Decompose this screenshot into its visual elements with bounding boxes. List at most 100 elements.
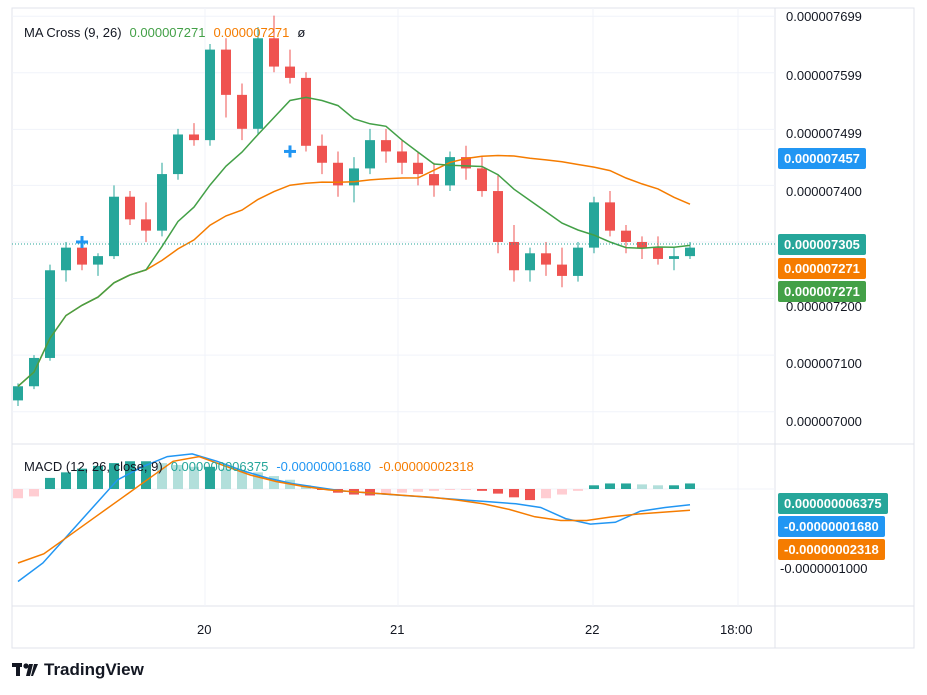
macd-hist-bar — [93, 465, 103, 489]
macd-hist-bar — [397, 489, 407, 493]
macd-histogram — [13, 461, 695, 501]
macd-legend: MACD (12, 26, close, 9) 0.000000006375 -… — [24, 459, 474, 474]
macd-hist-bar — [573, 489, 583, 491]
candle-body — [317, 145, 327, 163]
price-label: 0.000007100 — [786, 356, 862, 371]
candle-body — [589, 202, 599, 248]
macd-signal-value: -0.00000002318 — [379, 459, 474, 474]
macd-hist-bar — [13, 489, 23, 499]
macd-hist-bar — [29, 489, 39, 497]
macd-hist-bar — [509, 489, 519, 498]
macd-hist-bar — [77, 468, 87, 489]
ma-cross-legend-name: MA Cross (9, 26) — [24, 25, 122, 40]
candle-body — [621, 230, 631, 242]
tradingview-brand[interactable]: TradingView — [12, 660, 144, 680]
tradingview-logo-icon — [12, 663, 38, 677]
candle-body — [541, 253, 551, 265]
price-label: 0.000007499 — [786, 126, 862, 141]
macd-hist-bar — [109, 463, 119, 489]
candle-body — [269, 38, 279, 67]
candle-body — [525, 253, 535, 271]
macd-axis-label: -0.0000001000 — [780, 561, 868, 576]
macd-hist-bar — [461, 489, 471, 490]
ma-slow-price-tag: 0.000007271 — [778, 258, 866, 279]
candle-body — [77, 247, 87, 265]
macd-hist-bar — [45, 477, 55, 489]
macd-hist-bar — [237, 470, 247, 489]
ma-slow-value: 0.000007271 — [213, 25, 290, 40]
candle-body — [61, 247, 71, 271]
macd-hist-bar — [253, 472, 263, 489]
candle-body — [653, 247, 663, 259]
ma-cross-legend: MA Cross (9, 26) 0.000007271 0.000007271… — [24, 25, 305, 40]
candle-body — [125, 196, 135, 220]
candle-body — [573, 247, 583, 276]
candle-body — [237, 94, 247, 129]
candle-body — [157, 174, 167, 231]
ma-hidden-symbol[interactable]: ø — [297, 25, 306, 40]
candle-body — [349, 168, 359, 186]
candle-body — [493, 191, 503, 242]
price-label: 0.000007400 — [786, 184, 862, 199]
macd-hist-bar — [653, 485, 663, 489]
candle-body — [141, 219, 151, 231]
macd-hist-bar — [541, 489, 551, 499]
macd-hist-bar — [429, 489, 439, 491]
brand-name: TradingView — [44, 660, 144, 679]
macd-hist-bar — [141, 461, 151, 489]
candle-body — [429, 174, 439, 186]
macd-hist-bar — [413, 489, 423, 492]
ma-fast-value: 0.000007271 — [129, 25, 206, 40]
macd-hist-bar — [669, 485, 679, 489]
candle-body — [253, 38, 263, 129]
macd-hist-bar — [557, 489, 567, 495]
price-label: 0.000007699 — [786, 9, 862, 24]
candle-body — [173, 134, 183, 175]
macd-hist-tag: 0.000000006375 — [778, 493, 888, 514]
macd-hist-bar — [493, 489, 503, 494]
candle-body — [13, 386, 23, 401]
macd-hist-bar — [477, 489, 487, 491]
macd-hist-bar — [157, 463, 167, 489]
ma-fast-line — [17, 96, 691, 387]
candle-body — [397, 151, 407, 163]
macd-hist-bar — [525, 489, 535, 501]
macd-hist-bar — [61, 472, 71, 489]
macd-hist-bar — [269, 476, 279, 489]
price-label: 0.000007599 — [786, 68, 862, 83]
price-label: 0.000007200 — [786, 299, 862, 314]
last-price-tag: 0.000007305 — [778, 234, 866, 255]
macd-line-tag: -0.00000001680 — [778, 516, 885, 537]
candle-body — [637, 241, 647, 248]
macd-hist-bar — [621, 483, 631, 489]
ma-lines-group — [17, 96, 691, 387]
macd-hist-bar — [637, 484, 647, 489]
macd-hist-bar — [381, 489, 391, 495]
price-label: 0.000007000 — [786, 414, 862, 429]
macd-hist-bar — [221, 468, 231, 489]
candle-body — [477, 168, 487, 192]
candle-body — [509, 241, 519, 271]
candle-body — [381, 140, 391, 152]
time-label: 22 — [585, 622, 600, 637]
candle-body — [189, 134, 199, 141]
candle-body — [205, 49, 215, 141]
time-label: 18:00 — [720, 622, 753, 637]
ma-fast-price-tag: 0.000007271 — [778, 281, 866, 302]
macd-hist-bar — [589, 485, 599, 489]
candle-body — [413, 162, 423, 175]
candle-body — [285, 66, 295, 78]
chart-frame — [11, 7, 915, 649]
candle-body — [221, 49, 231, 95]
candle-body — [93, 256, 103, 265]
candle-body — [685, 247, 695, 257]
candle-body — [301, 77, 311, 146]
macd-hist-bar — [685, 483, 695, 489]
grid-lines — [12, 8, 775, 606]
macd-legend-name: MACD (12, 26, close, 9) — [24, 459, 163, 474]
macd-hist-bar — [205, 466, 215, 489]
macd-lines-group — [17, 453, 691, 583]
candle-body — [109, 196, 119, 257]
macd-hist-bar — [189, 466, 199, 489]
